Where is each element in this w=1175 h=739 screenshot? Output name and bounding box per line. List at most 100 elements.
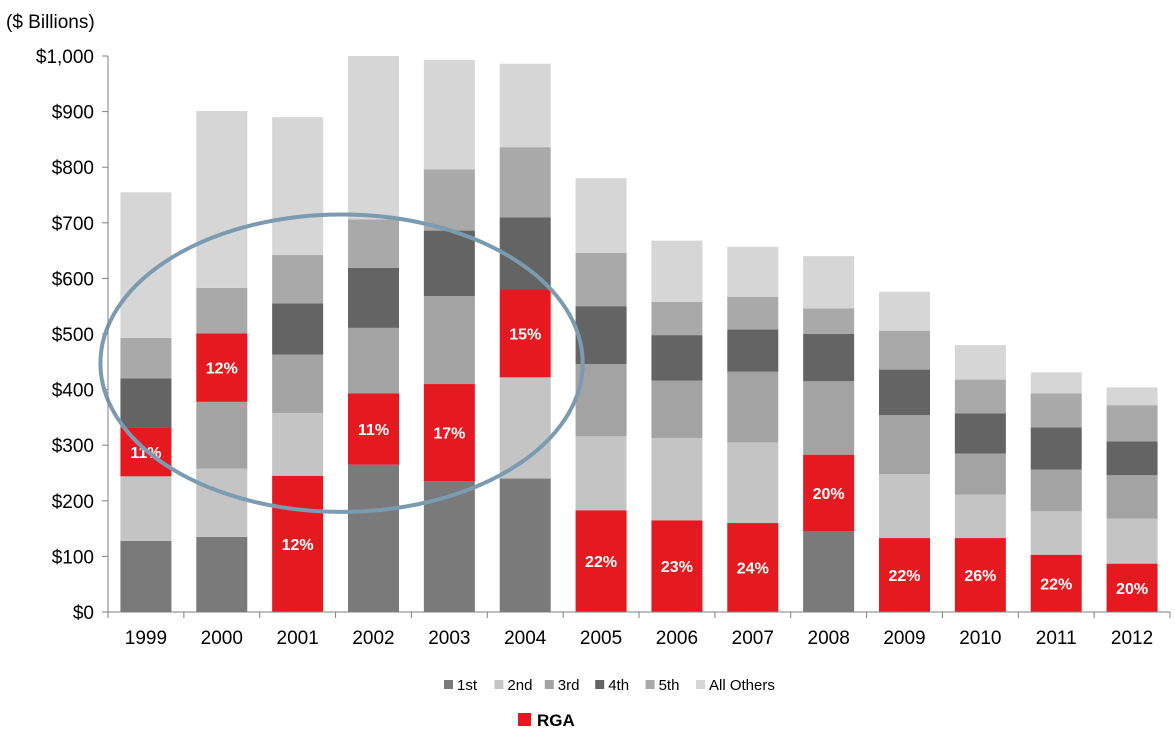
rga-share-label: 22% [888,568,920,585]
bar-segment-5th [423,169,475,231]
x-tick-label: 2000 [201,628,243,649]
rga-share-label: 20% [1116,581,1148,598]
rga-share-label: 26% [964,568,996,585]
bar-segment-3rd [651,380,703,438]
bar-segment-5th [575,252,627,307]
bar-segment-all-others [954,345,1006,380]
bar-segment-5th [499,147,551,218]
legend-swatch [645,680,655,689]
bar-segment-5th [272,255,324,304]
bar-segment-1st [348,464,399,612]
y-tick-label: $1,000 [36,47,94,68]
y-tick-label: $200 [52,492,94,513]
rga-share-label: 22% [585,554,617,571]
rga-share-label: 22% [1040,576,1072,593]
bar-segment-1st [803,531,855,612]
bar-segment-rga [348,393,399,465]
axes [107,56,1170,613]
legend-label: 2nd [507,677,532,694]
bar-segment-3rd [575,364,627,437]
rga-share-label: 24% [737,561,769,578]
bar-segment-4th [954,413,1006,454]
legend-swatch [494,680,504,689]
rga-share-label: 12% [206,361,238,378]
bar-segment-2nd [1030,511,1082,555]
rga-share-label: 20% [813,486,845,503]
rga-share-label: 15% [509,326,541,343]
bar-segment-rga [727,523,779,612]
bar-segment-2nd [879,474,930,539]
bar-segment-2nd [651,437,703,521]
rga-share-label: 17% [433,426,465,443]
bar-segment-all-others [196,111,248,288]
y-tick-label: $800 [52,158,94,179]
legend-label: 1st [457,677,478,694]
y-axis-title: ($ Billions) [6,12,95,33]
bar-segment-5th [803,308,855,334]
y-axis: $0 $100 $200 $300 $400 $500 $600 $700 $800 $900 $1… [36,47,108,624]
bar-segment-5th [879,330,930,370]
bar-segment-3rd [727,371,779,443]
legend-swatch [444,680,453,689]
bar-segment-rga [196,333,248,402]
bar-segment-4th [272,303,324,355]
x-tick-label: 2012 [1111,628,1153,649]
legend-swatch [544,680,554,689]
bar-segment-all-others [1030,372,1082,394]
legend-label-rga: RGA [537,711,575,730]
bar-segment-4th [1030,427,1082,470]
bar-segment-all-others [803,256,855,309]
legend-rga: RGA [518,711,575,730]
y-tick-label: $700 [52,214,94,235]
bar-segment-rga [803,454,855,532]
bar-segment-5th [651,301,703,336]
bar-segment-5th [196,287,248,334]
y-tick-label: $400 [52,381,94,402]
x-tick-label: 2010 [959,628,1001,649]
bar-segment-3rd [272,354,324,413]
legend-swatch [595,680,605,689]
bar-segment-3rd [879,415,930,475]
bar-segment-5th [120,337,172,379]
y-tick-label: $300 [52,436,94,457]
legend-label: 3rd [558,677,580,694]
bar-segment-2nd [272,412,324,476]
bar-segment-5th [1106,405,1158,442]
bar-segment-rga [651,520,703,612]
bar-segment-5th [954,379,1006,414]
x-tick-label: 2005 [580,628,622,649]
bar-segment-1st [196,536,248,612]
x-tick-label: 1999 [125,628,167,649]
legend: 1st 2nd 3rd 4th 5th All Others [444,677,775,694]
bar-segment-3rd [954,453,1006,495]
x-tick-label: 2008 [808,628,850,649]
legend-swatch-rga [518,713,531,726]
legend-swatch [696,680,705,689]
x-tick-label: 2002 [352,628,394,649]
x-tick-label: 2009 [883,628,925,649]
rga-share-label: 11% [358,422,389,439]
bar-segment-4th [651,335,703,381]
y-tick-label: $100 [52,547,94,568]
legend-label: 5th [659,677,680,694]
bar-segment-all-others [499,63,551,148]
bar-segment-4th [879,369,930,416]
bar-segment-all-others [348,56,399,220]
bar-segment-rga [1106,563,1158,612]
bar-segment-all-others [1106,387,1158,406]
bar-segment-rga [272,475,324,612]
bars: 11%12%12%11% 17%15%22% 23% 24%20%22% 26% 22% 2… [120,56,1158,612]
x-tick-label: 2004 [504,628,547,649]
x-axis: 1999 2000 2001 2002 2003 2004 2005 2006 2007 2008… [107,612,1171,649]
bar-segment-3rd [1106,475,1158,519]
bar-segment-all-others [575,178,627,253]
bar-segment-rga [954,538,1006,612]
bar-segment-5th [1030,393,1082,428]
bar-segment-all-others [879,291,930,331]
bar-segment-2nd [727,442,779,524]
bar-segment-2nd [499,377,551,479]
annotation-layer [98,212,585,514]
bar-segment-4th [727,329,779,372]
bar-segment-all-others [651,240,703,302]
